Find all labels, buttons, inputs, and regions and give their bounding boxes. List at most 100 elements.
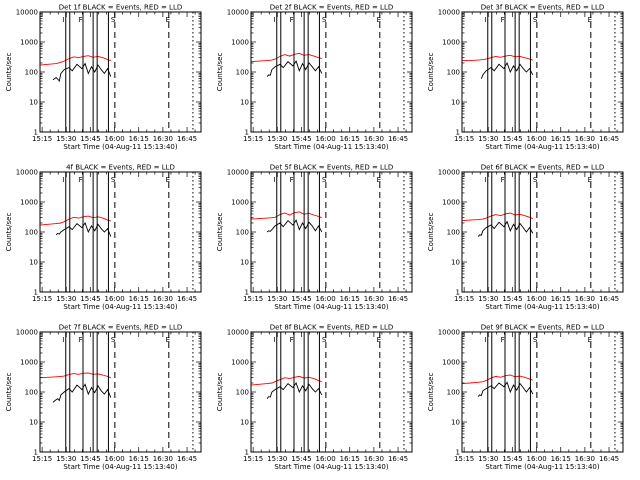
marker-letter: F [290,176,294,184]
y-tick-label: 1 [34,449,38,457]
y-tick-label: 10 [240,99,249,107]
x-tick-label: 15:15 [454,135,474,143]
y-tick-label: 100 [447,69,460,77]
y-axis-label: Counts/sec [427,213,435,252]
x-axis-label: Start Time (04-Aug-11 15:13:40) [274,463,388,471]
marker-letter: F [501,16,505,24]
y-tick-label: 10 [29,419,38,427]
y-axis-label: Counts/sec [5,373,13,412]
chart-panel-7: I F S E 1 10 100 1000 10000 15:15 15:30 15:45 16:00 1… [5,324,202,471]
events-series-line [266,382,323,399]
x-axis-label: Start Time (04-Aug-11 15:13:40) [485,463,599,471]
marker-letter: F [290,336,294,344]
x-tick-label: 15:30 [478,135,498,143]
x-tick-label: 15:15 [454,295,474,303]
marker-letter: I [63,176,65,184]
x-tick-label: 16:45 [388,295,408,303]
marker-letter: I [63,16,65,24]
x-tick-label: 15:30 [56,455,76,463]
x-tick-label: 16:00 [104,295,124,303]
x-tick-label: 16:00 [315,135,335,143]
x-tick-label: 16:30 [364,455,384,463]
marker-letter: E [377,336,381,344]
x-axis-label: Start Time (04-Aug-11 15:13:40) [274,303,388,311]
y-tick-label: 1000 [231,359,249,367]
x-axis-label: Start Time (04-Aug-11 15:13:40) [63,303,177,311]
y-axis-label: Counts/sec [427,373,435,412]
y-tick-label: 1 [245,449,249,457]
lld-series-line [250,52,322,63]
y-tick-label: 1 [456,289,460,297]
x-tick-label: 16:00 [104,455,124,463]
x-tick-label: 15:30 [267,295,287,303]
y-tick-label: 1000 [442,359,460,367]
y-tick-label: 10000 [16,169,38,177]
panel-title: Det 6f BLACK = Events, RED = LLD [481,164,604,172]
y-tick-label: 10000 [16,9,38,17]
x-tick-label: 16:45 [388,455,408,463]
x-tick-label: 15:30 [56,135,76,143]
x-tick-label: 15:15 [243,135,263,143]
x-tick-label: 16:30 [575,135,595,143]
y-tick-label: 1 [34,289,38,297]
y-tick-label: 1000 [231,199,249,207]
lld-series-line [250,375,322,386]
y-tick-label: 10000 [227,169,249,177]
y-tick-label: 1 [245,129,249,137]
x-tick-label: 16:45 [177,135,197,143]
x-tick-label: 16:45 [388,135,408,143]
x-tick-label: 15:45 [502,295,522,303]
x-tick-label: 15:30 [478,455,498,463]
x-tick-label: 16:15 [129,295,149,303]
x-tick-label: 16:00 [315,455,335,463]
plot-frame [250,11,413,133]
plot-frame [461,331,624,453]
plot-frame [461,11,624,133]
plot-frame [39,171,202,293]
y-tick-label: 1000 [20,359,38,367]
x-tick-label: 16:00 [104,135,124,143]
y-tick-label: 1000 [442,199,460,207]
plot-frame [461,171,624,293]
x-tick-label: 15:30 [267,135,287,143]
marker-letter: S [533,336,538,344]
x-tick-label: 15:15 [32,295,52,303]
x-tick-label: 16:15 [340,295,360,303]
y-tick-label: 100 [236,389,249,397]
panel-title: Det 5f BLACK = Events, RED = LLD [270,164,393,172]
lld-series-line [461,374,533,385]
chart-panel-6: I F S E 1 10 100 1000 10000 15:15 15:30 15:45 16:00 1… [427,164,624,311]
marker-letter: I [274,16,276,24]
marker-letter: I [63,336,65,344]
events-series-line [266,219,323,233]
marker-letter: E [377,176,381,184]
x-tick-label: 16:15 [340,135,360,143]
y-tick-label: 100 [236,69,249,77]
events-series-line [477,381,534,397]
x-tick-label: 15:45 [80,135,100,143]
x-tick-label: 15:45 [502,135,522,143]
plot-frame [250,171,413,293]
lld-series-line [39,55,111,66]
panel-title: 4f BLACK = Events, RED = LLD [66,164,175,172]
x-tick-label: 16:30 [153,295,173,303]
x-tick-label: 16:00 [526,295,546,303]
events-series-line [477,220,534,237]
chart-panel-1: I F S E 1 10 100 1000 10000 15:15 15:30 15:45 16:00 1… [5,4,202,151]
x-tick-label: 15:15 [243,295,263,303]
events-series-line [55,222,112,237]
panel-title: Det 2f BLACK = Events, RED = LLD [270,4,393,12]
y-tick-label: 100 [447,229,460,237]
lld-series-line [39,372,111,379]
panel-title: Det 1f BLACK = Events, RED = LLD [59,4,182,12]
marker-letter: S [322,176,327,184]
y-tick-label: 100 [447,389,460,397]
x-tick-label: 15:15 [32,455,52,463]
x-tick-label: 16:15 [551,455,571,463]
x-tick-label: 15:45 [291,455,311,463]
marker-letter: I [485,176,487,184]
marker-letter: I [274,176,276,184]
lld-series-line [462,54,533,62]
marker-letter: F [290,16,294,24]
